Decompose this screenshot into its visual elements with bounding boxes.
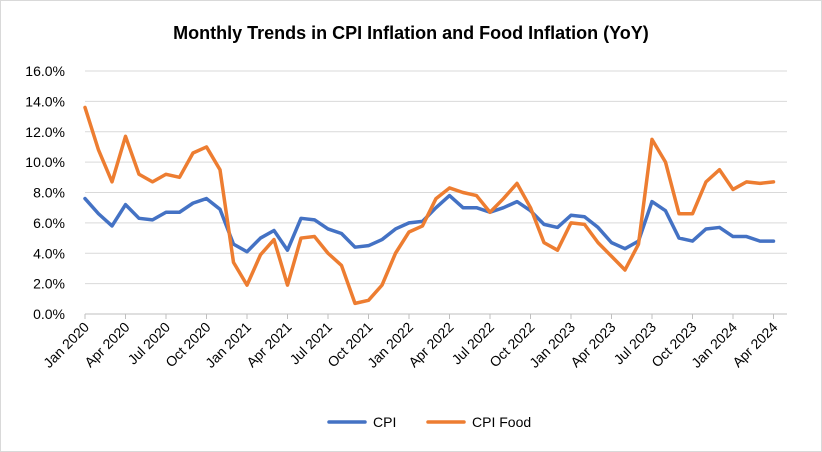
series-lines (83, 105, 776, 306)
legend-label: CPI (373, 414, 396, 430)
series-line-cpi (83, 193, 776, 254)
y-tick-label: 10.0% (25, 154, 65, 170)
grid-lines (85, 70, 787, 315)
chart-title: Monthly Trends in CPI Inflation and Food… (173, 23, 649, 43)
x-tick-label: Apr 2020 (81, 319, 133, 371)
x-tick-label: Apr 2021 (243, 319, 295, 371)
y-tick-labels: 0.0% 2.0% 4.0% 6.0% 8.0% 10.0% 12.0% 14.0% 16.0% (25, 63, 65, 322)
series-line-cpi-food (83, 105, 776, 306)
legend-label: CPI Food (472, 414, 531, 430)
y-tick-label: 0.0% (33, 306, 65, 322)
x-tick-label: Apr 2022 (405, 319, 457, 371)
y-tick-label: 14.0% (25, 93, 65, 109)
y-tick-label: 4.0% (33, 245, 65, 261)
legend: CPI CPI Food (327, 414, 531, 430)
x-tick-label: Apr 2024 (729, 319, 781, 371)
y-tick-label: 16.0% (25, 63, 65, 79)
y-tick-label: 2.0% (33, 276, 65, 292)
y-tick-label: 12.0% (25, 124, 65, 140)
y-tick-label: 8.0% (33, 185, 65, 201)
x-tick-label: Apr 2023 (567, 319, 619, 371)
y-tick-label: 6.0% (33, 215, 65, 231)
